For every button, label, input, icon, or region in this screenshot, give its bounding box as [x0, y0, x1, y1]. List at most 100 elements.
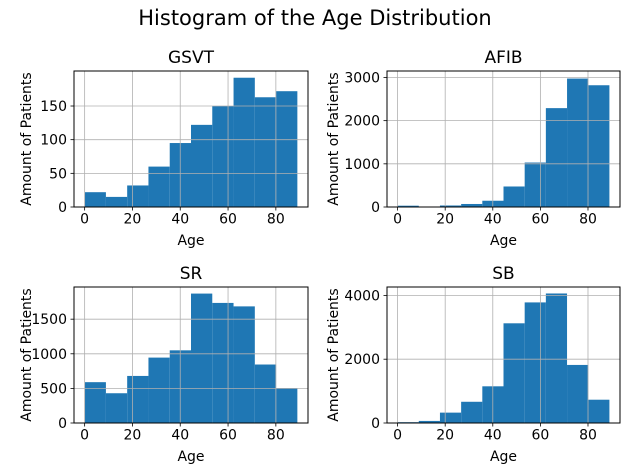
- x-tick-label: 20: [436, 212, 454, 228]
- y-tick-label: 0: [58, 200, 67, 216]
- histogram-bar: [461, 203, 483, 207]
- grid-group: [387, 71, 620, 208]
- x-axis-label: Age: [177, 449, 205, 465]
- histogram-bar: [84, 192, 106, 207]
- histogram-bar: [588, 85, 610, 207]
- x-axis-label: Age: [177, 233, 205, 249]
- x-tick-label: 0: [393, 428, 402, 444]
- grid-group: [387, 287, 620, 424]
- x-axis-label: Age: [489, 233, 518, 249]
- y-tick-label: 0: [371, 416, 380, 432]
- x-axis-ticks: 0 20 40 60 80: [393, 207, 597, 228]
- bars-group: [84, 77, 298, 207]
- x-tick-label: 0: [80, 428, 89, 444]
- histogram-bar: [439, 412, 462, 423]
- x-axis-ticks: 0 20 40 60 80: [80, 423, 285, 444]
- histogram-bar: [233, 77, 255, 207]
- histogram-bar: [276, 91, 298, 207]
- histogram-plot: 0 20 40 60 80 0 500 1000 1500: [31, 286, 309, 444]
- bars-group: [84, 293, 298, 423]
- x-axis-ticks: 0 20 40 60 80: [80, 207, 285, 228]
- y-axis-ticks: 0 2000 4000: [344, 288, 387, 432]
- x-axis-label: Age: [489, 449, 518, 465]
- plot-border: [73, 286, 309, 424]
- x-tick-label: 40: [171, 428, 189, 444]
- plot-border: [73, 70, 309, 208]
- x-tick-label: 60: [531, 428, 549, 444]
- x-tick-label: 60: [531, 212, 549, 228]
- y-tick-label: 0: [371, 200, 380, 216]
- histogram-bar: [397, 205, 419, 207]
- histogram-bar: [276, 388, 298, 423]
- x-tick-label: 0: [80, 212, 89, 228]
- subplot-title: GSVT: [168, 48, 214, 68]
- histogram-bar: [191, 293, 213, 423]
- y-tick-label: 0: [58, 416, 67, 432]
- x-tick-label: 60: [219, 428, 237, 444]
- y-tick-label: 1000: [31, 347, 67, 363]
- x-tick-label: 20: [124, 212, 142, 228]
- histogram-plot: 0 20 40 60 80 0 1000 2000 3000: [344, 70, 621, 228]
- histogram-bar: [503, 323, 525, 423]
- y-tick-label: 3000: [344, 70, 380, 86]
- x-tick-label: 40: [171, 212, 189, 228]
- histogram-bar: [127, 375, 149, 423]
- subplot-title: SR: [179, 264, 203, 284]
- x-tick-label: 0: [393, 212, 402, 228]
- plot-border: [386, 70, 621, 208]
- x-tick-label: 20: [124, 428, 142, 444]
- x-tick-label: 20: [436, 428, 454, 444]
- plot-border: [386, 286, 621, 424]
- histogram-bar: [212, 106, 234, 207]
- bars-group: [397, 78, 610, 207]
- y-axis-ticks: 0 50 100 150: [40, 99, 74, 216]
- y-tick-label: 4000: [344, 288, 380, 304]
- bars-group: [397, 293, 610, 423]
- histogram-bar: [212, 302, 234, 423]
- x-tick-label: 80: [579, 428, 597, 444]
- y-tick-label: 500: [40, 381, 67, 397]
- x-tick-label: 80: [267, 428, 285, 444]
- x-tick-label: 80: [579, 212, 597, 228]
- subplot-title: AFIB: [484, 48, 523, 68]
- histogram-bar: [439, 205, 462, 207]
- y-tick-label: 50: [49, 166, 67, 182]
- x-tick-label: 40: [484, 212, 502, 228]
- x-tick-label: 40: [484, 428, 502, 444]
- y-tick-label: 1000: [344, 157, 380, 173]
- histogram-bar: [84, 382, 106, 423]
- y-axis-ticks: 0 500 1000 1500: [31, 312, 74, 432]
- histogram-bar: [524, 162, 546, 207]
- histogram-bar: [148, 166, 170, 207]
- histogram-bar: [254, 97, 277, 207]
- histogram-bar: [588, 399, 610, 423]
- histogram-bar: [191, 124, 213, 207]
- histogram-bar: [105, 196, 128, 207]
- histogram-bar: [545, 293, 568, 423]
- x-tick-label: 80: [267, 212, 285, 228]
- y-axis-ticks: 0 1000 2000 3000: [344, 70, 387, 216]
- histogram-bar: [461, 401, 483, 423]
- figure-title: Histogram of the Age Distribution: [138, 6, 492, 30]
- y-tick-label: 2000: [344, 352, 380, 368]
- x-axis-ticks: 0 20 40 60 80: [393, 423, 597, 444]
- histogram-bar: [524, 302, 546, 423]
- histogram-bar: [418, 420, 440, 423]
- histogram-bar: [148, 357, 170, 423]
- histogram-bar: [254, 364, 277, 423]
- histogram-bar: [127, 185, 149, 207]
- histogram-bar: [545, 108, 568, 207]
- histogram-bar: [105, 393, 128, 423]
- histogram-plot: 0 20 40 60 80 0 2000 4000: [344, 286, 621, 444]
- y-tick-label: 100: [40, 133, 67, 149]
- y-tick-label: 1500: [31, 312, 67, 328]
- histogram-bar: [233, 306, 255, 423]
- y-tick-label: 150: [40, 99, 67, 115]
- histogram-bar: [567, 78, 589, 207]
- histogram-plot: 0 20 40 60 80 0 50 100 150: [40, 70, 309, 228]
- x-tick-label: 60: [219, 212, 237, 228]
- y-tick-label: 2000: [344, 114, 380, 130]
- histogram-bar: [503, 186, 525, 207]
- subplot-title: SB: [492, 264, 515, 284]
